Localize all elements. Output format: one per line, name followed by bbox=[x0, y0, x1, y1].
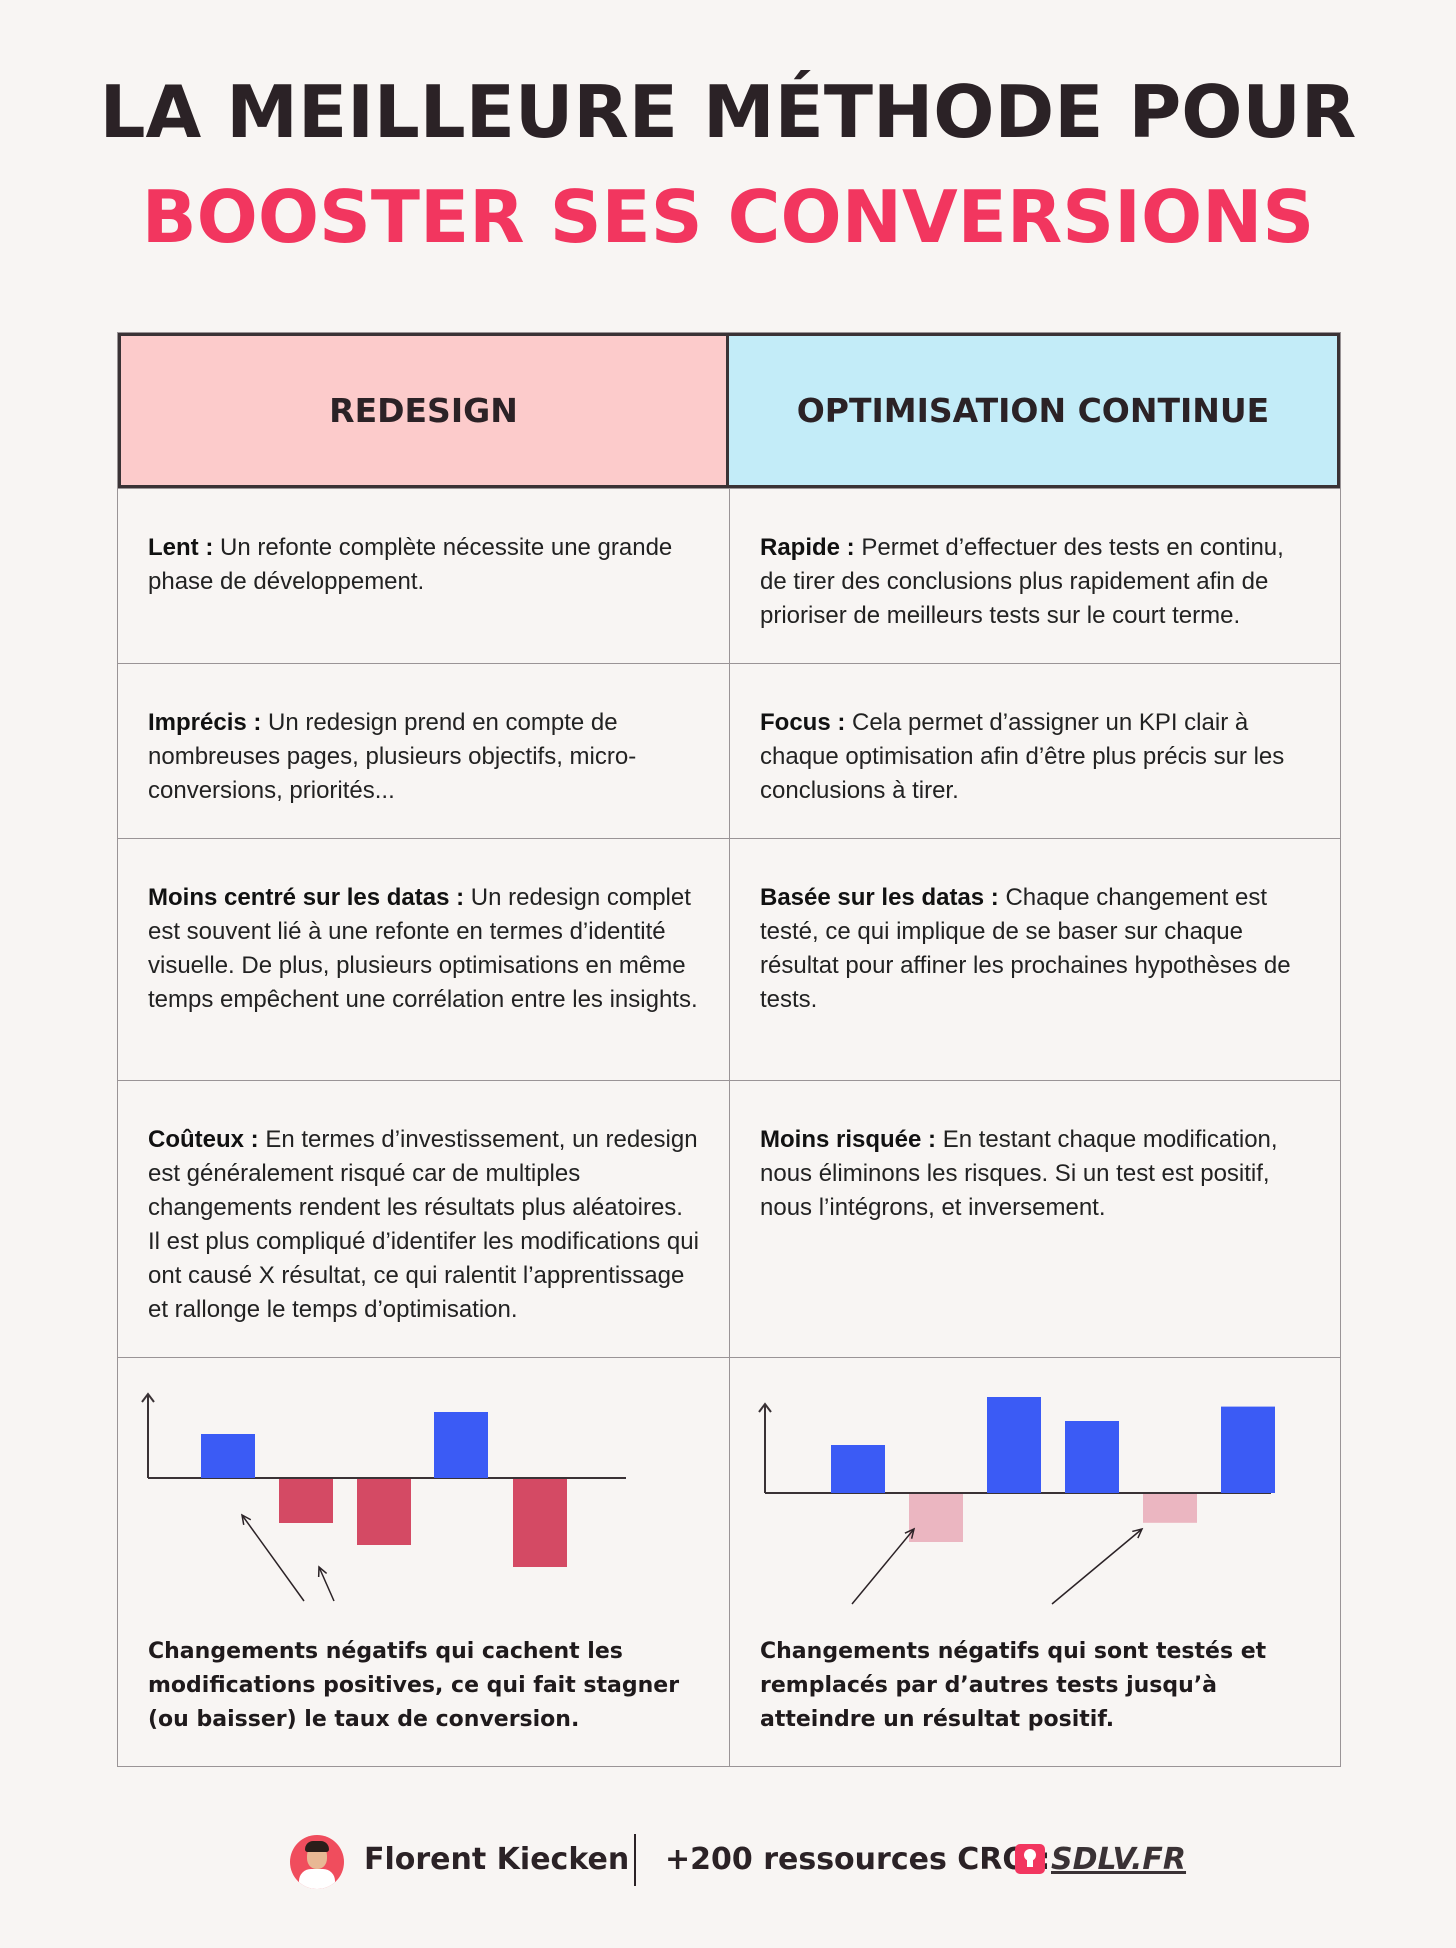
bar-negative bbox=[513, 1479, 567, 1567]
header-redesign: REDESIGN bbox=[118, 333, 729, 488]
annotation-arrow bbox=[241, 1514, 305, 1602]
optimisation-chart-caption: Changements négatifs qui sont testés et … bbox=[760, 1639, 1267, 1732]
bar-positive bbox=[434, 1412, 488, 1478]
cell-left: Moins centré sur les datas : Un redesign… bbox=[118, 839, 729, 1080]
table-row: Coûteux : En termes d’investissement, un… bbox=[118, 1080, 1340, 1357]
table-row: Lent : Un refonte complète nécessite une… bbox=[118, 488, 1340, 663]
bar-negative bbox=[279, 1479, 333, 1523]
avatar-hair bbox=[305, 1841, 329, 1852]
annotation-arrow bbox=[318, 1566, 335, 1602]
annotation-arrow bbox=[1051, 1528, 1143, 1605]
redesign-chart-caption: Changements négatifs qui cachent les mod… bbox=[148, 1639, 680, 1732]
lightbulb-stem bbox=[1027, 1859, 1033, 1867]
cell-label: Rapide : bbox=[760, 534, 855, 561]
bar-negative bbox=[1143, 1494, 1197, 1523]
author-name: Florent Kiecken bbox=[364, 1842, 630, 1877]
footer-divider bbox=[634, 1834, 636, 1886]
cell-label: Moins risquée : bbox=[760, 1126, 937, 1153]
site-link[interactable]: SDLV.FR bbox=[1051, 1842, 1187, 1877]
cell-text: Cela permet d’assigner un KPI clair à ch… bbox=[760, 709, 1285, 804]
cell-text: Un redesign prend en compte de nombreuse… bbox=[148, 709, 637, 804]
cell-text: En termes d’investissement, un redesign … bbox=[148, 1126, 699, 1323]
cell-label: Lent : bbox=[148, 534, 214, 561]
optimisation-chart-cell: Changements négatifs qui sont testés et … bbox=[729, 1358, 1340, 1766]
cell-right: Rapide : Permet d’effectuer des tests en… bbox=[729, 489, 1340, 663]
cell-left: Imprécis : Un redesign prend en compte d… bbox=[118, 664, 729, 838]
lightbulb-bulb bbox=[1024, 1849, 1036, 1861]
bar-negative bbox=[909, 1494, 963, 1542]
cell-label: Basée sur les datas : bbox=[760, 884, 999, 911]
cell-label: Imprécis : bbox=[148, 709, 262, 736]
y-axis-arrow-icon bbox=[141, 1392, 155, 1403]
redesign-chart-cell: Changements négatifs qui cachent les mod… bbox=[118, 1358, 729, 1766]
bar-positive bbox=[1221, 1406, 1275, 1493]
comparison-table: REDESIGN OPTIMISATION CONTINUE Lent : Un… bbox=[117, 332, 1341, 1767]
cell-text: Permet d’effectuer des tests en continu,… bbox=[760, 534, 1284, 629]
cell-left: Coûteux : En termes d’investissement, un… bbox=[118, 1081, 729, 1357]
bar-positive bbox=[831, 1445, 885, 1493]
cell-right: Moins risquée : En testant chaque modifi… bbox=[729, 1081, 1340, 1357]
arrowhead-icon bbox=[904, 1527, 916, 1539]
avatar-shirt bbox=[299, 1869, 335, 1889]
cell-text: En testant chaque modification, nous éli… bbox=[760, 1126, 1278, 1221]
table-row: Moins centré sur les datas : Un redesign… bbox=[118, 838, 1340, 1080]
cell-text: Un refonte complète nécessite une grande… bbox=[148, 534, 673, 595]
optimisation-bar-chart bbox=[758, 1397, 1275, 1605]
cell-text: Un redesign complet est souvent lié à un… bbox=[148, 884, 698, 1013]
title-line-2: BOOSTER SES CONVERSIONS bbox=[141, 175, 1315, 259]
arrowhead-icon bbox=[240, 1513, 252, 1525]
resources-text: +200 ressources CRO : bbox=[665, 1842, 1051, 1877]
table-row: Imprécis : Un redesign prend en compte d… bbox=[118, 663, 1340, 838]
annotation-arrow bbox=[851, 1528, 915, 1605]
table-header-row: REDESIGN OPTIMISATION CONTINUE bbox=[118, 333, 1340, 488]
y-axis-arrow-icon bbox=[758, 1402, 772, 1413]
cell-left: Lent : Un refonte complète nécessite une… bbox=[118, 489, 729, 663]
redesign-bar-chart bbox=[141, 1392, 626, 1602]
cell-label: Focus : bbox=[760, 709, 846, 736]
title-line-1: LA MEILLEURE MÉTHODE POUR bbox=[99, 70, 1357, 154]
bar-negative bbox=[357, 1479, 411, 1545]
cell-text: Chaque changement est testé, ce qui impl… bbox=[760, 884, 1291, 1013]
chart-row: Changements négatifs qui cachent les mod… bbox=[118, 1357, 1340, 1766]
cell-right: Basée sur les datas : Chaque changement … bbox=[729, 839, 1340, 1080]
bar-positive bbox=[1065, 1421, 1119, 1493]
arrowhead-icon bbox=[317, 1565, 328, 1578]
bar-positive bbox=[987, 1397, 1041, 1493]
cell-right: Focus : Cela permet d’assigner un KPI cl… bbox=[729, 664, 1340, 838]
header-optimisation: OPTIMISATION CONTINUE bbox=[729, 333, 1340, 488]
bar-positive bbox=[201, 1434, 255, 1478]
footer: Florent Kiecken +200 ressources CRO : SD… bbox=[0, 1832, 1456, 1892]
cell-label: Coûteux : bbox=[148, 1126, 259, 1153]
avatar bbox=[290, 1835, 344, 1889]
cell-label: Moins centré sur les datas : bbox=[148, 884, 465, 911]
arrowhead-icon bbox=[1132, 1527, 1144, 1539]
lightbulb-icon bbox=[1015, 1844, 1045, 1874]
